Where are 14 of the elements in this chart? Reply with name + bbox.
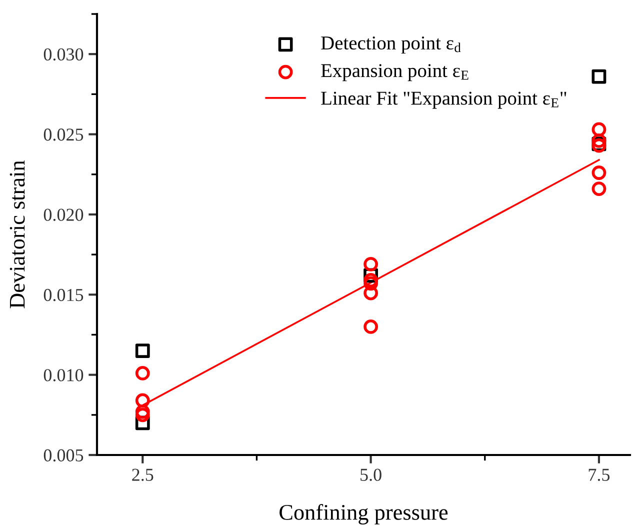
legend-label: Expansion point ε$_{E}$ [321, 64, 468, 82]
legend-label: Detection point ε$_{d}$ [321, 36, 461, 54]
x-tick-label: 5.0 [360, 468, 382, 481]
y-tick-label: 0.025 [44, 128, 84, 141]
x-tick-label: 7.5 [588, 468, 610, 481]
y-tick-label: 0.015 [44, 288, 84, 302]
y-axis-title: Deviatoric strain [10, 160, 25, 308]
y-tick-label: 0.030 [44, 48, 84, 61]
y-tick-label: 0.020 [44, 208, 84, 221]
legend-label: Linear Fit "Expansion point ε$_{E}$" [321, 92, 566, 109]
y-tick-label: 0.005 [44, 449, 84, 462]
y-tick-label: 0.010 [44, 369, 84, 382]
x-tick-label: 2.5 [132, 468, 154, 481]
x-axis-title: Confining pressure [280, 504, 448, 524]
